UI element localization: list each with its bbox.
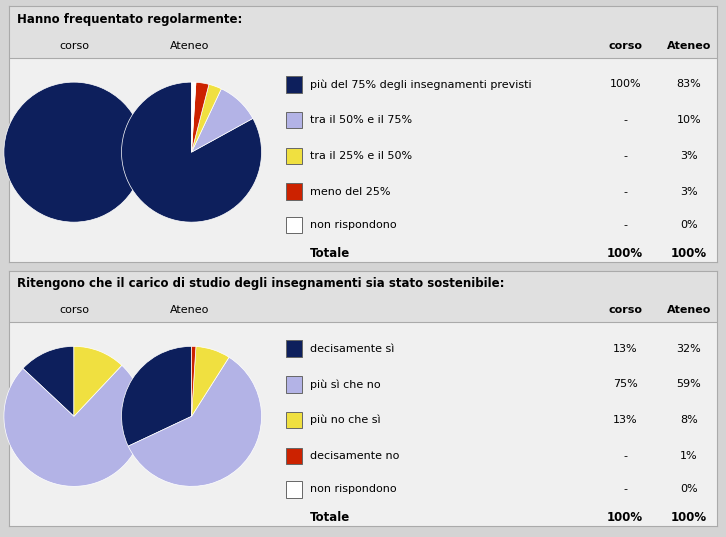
- Text: Totale: Totale: [310, 511, 350, 524]
- Text: Ateneo: Ateneo: [170, 305, 209, 315]
- Text: 8%: 8%: [680, 415, 698, 425]
- Text: Hanno frequentato regolarmente:: Hanno frequentato regolarmente:: [17, 13, 242, 26]
- Text: 83%: 83%: [677, 79, 701, 89]
- Bar: [287, 112, 302, 128]
- Wedge shape: [121, 346, 192, 446]
- Wedge shape: [192, 89, 253, 152]
- Text: non rispondono: non rispondono: [310, 484, 396, 494]
- Wedge shape: [192, 82, 209, 152]
- Text: 32%: 32%: [677, 344, 701, 353]
- Wedge shape: [4, 82, 144, 222]
- Text: 0%: 0%: [680, 484, 698, 494]
- Text: 100%: 100%: [671, 511, 707, 524]
- Text: 100%: 100%: [607, 511, 643, 524]
- Wedge shape: [74, 346, 122, 416]
- Text: più del 75% degli insegnamenti previsti: più del 75% degli insegnamenti previsti: [310, 79, 531, 90]
- Text: -: -: [623, 220, 627, 230]
- Text: più no che sì: più no che sì: [310, 415, 380, 425]
- Text: 3%: 3%: [680, 151, 698, 161]
- Text: decisamente sì: decisamente sì: [310, 344, 394, 353]
- Text: 1%: 1%: [680, 451, 698, 461]
- Wedge shape: [192, 82, 196, 152]
- Text: -: -: [623, 187, 627, 197]
- Wedge shape: [192, 346, 196, 416]
- Text: meno del 25%: meno del 25%: [310, 187, 391, 197]
- Text: 13%: 13%: [613, 415, 637, 425]
- Text: Totale: Totale: [310, 246, 350, 259]
- Text: 59%: 59%: [677, 380, 701, 389]
- Text: Ateneo: Ateneo: [666, 41, 711, 51]
- Text: non rispondono: non rispondono: [310, 220, 396, 230]
- Bar: [287, 217, 302, 233]
- Wedge shape: [129, 357, 261, 487]
- Bar: [287, 340, 302, 357]
- Text: -: -: [623, 484, 627, 494]
- Wedge shape: [192, 84, 221, 152]
- Bar: [287, 148, 302, 164]
- Text: 13%: 13%: [613, 344, 637, 353]
- Text: corso: corso: [608, 41, 643, 51]
- Text: 100%: 100%: [609, 79, 641, 89]
- Text: più sì che no: più sì che no: [310, 379, 380, 390]
- Wedge shape: [23, 346, 74, 416]
- Text: -: -: [623, 115, 627, 125]
- Text: 0%: 0%: [680, 220, 698, 230]
- Text: 75%: 75%: [613, 380, 637, 389]
- Text: 100%: 100%: [671, 246, 707, 259]
- Text: corso: corso: [608, 305, 643, 315]
- Wedge shape: [121, 82, 261, 222]
- Text: 10%: 10%: [677, 115, 701, 125]
- Bar: [287, 481, 302, 497]
- Bar: [287, 76, 302, 93]
- Text: 3%: 3%: [680, 187, 698, 197]
- Text: tra il 25% e il 50%: tra il 25% e il 50%: [310, 151, 412, 161]
- Text: Ateneo: Ateneo: [666, 305, 711, 315]
- Text: -: -: [623, 151, 627, 161]
- Text: Ritengono che il carico di studio degli insegnamenti sia stato sostenibile:: Ritengono che il carico di studio degli …: [17, 277, 505, 290]
- Text: -: -: [623, 451, 627, 461]
- Bar: [287, 448, 302, 465]
- Text: tra il 50% e il 75%: tra il 50% e il 75%: [310, 115, 412, 125]
- Bar: [287, 184, 302, 200]
- Wedge shape: [192, 346, 229, 416]
- Bar: [9, 271, 717, 322]
- Bar: [287, 376, 302, 393]
- Wedge shape: [4, 365, 144, 487]
- Text: corso: corso: [59, 41, 89, 51]
- Bar: [9, 6, 717, 57]
- Text: decisamente no: decisamente no: [310, 451, 399, 461]
- Bar: [287, 412, 302, 429]
- Text: Ateneo: Ateneo: [170, 41, 209, 51]
- Text: 100%: 100%: [607, 246, 643, 259]
- Text: corso: corso: [59, 305, 89, 315]
